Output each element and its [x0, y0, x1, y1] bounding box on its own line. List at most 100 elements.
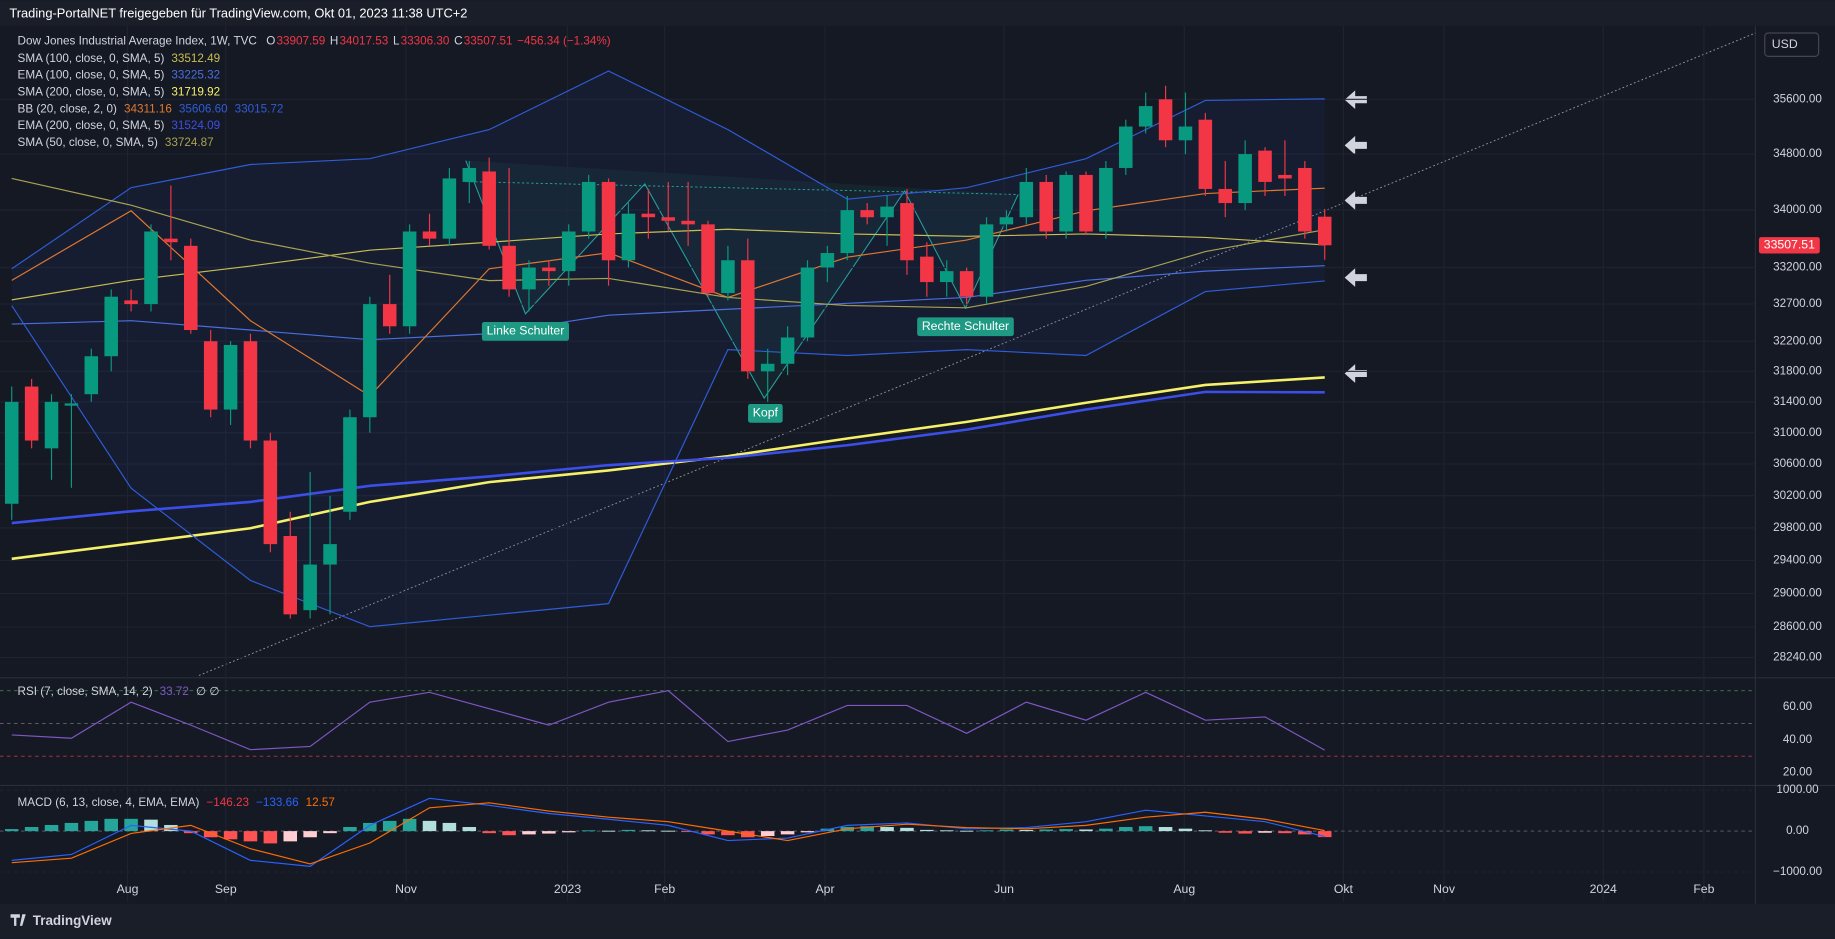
footer-bar	[0, 903, 1835, 939]
candle-body	[283, 535, 298, 615]
pattern-label-box	[748, 403, 783, 423]
candle-body	[124, 300, 138, 305]
candle-body	[1099, 167, 1113, 232]
legend-text: 33507.51	[464, 34, 513, 47]
candle-body	[1138, 106, 1153, 127]
macd-tick-label: −1000.00	[1773, 865, 1823, 878]
indicator-line	[11, 177, 1325, 309]
currency-box[interactable]	[1764, 32, 1820, 57]
y-tick-label: 28600.00	[1773, 620, 1822, 633]
macd-histogram-bar	[223, 831, 238, 840]
macd-histogram-bar	[44, 824, 59, 832]
y-tick-label: 31000.00	[1773, 426, 1822, 439]
candle-body	[1298, 167, 1312, 232]
brand[interactable]: TradingView	[33, 913, 112, 928]
candle-body	[363, 304, 377, 418]
y-tick-label: 35600.00	[1773, 92, 1822, 105]
bands	[11, 71, 1325, 627]
indicator-line	[11, 280, 1325, 628]
candle-body	[1039, 181, 1053, 232]
candle-body	[104, 296, 118, 357]
arrow	[1344, 268, 1367, 287]
macd-histogram-bar	[1119, 827, 1133, 832]
macd-tick-label: 1000.00	[1776, 783, 1819, 796]
legend-text: 12.57	[306, 796, 335, 809]
candle-body	[402, 231, 417, 327]
candle-body	[860, 210, 874, 218]
candle-body	[1178, 126, 1193, 141]
macd-histogram-bar	[959, 830, 974, 832]
x-tick-label: Aug	[1173, 882, 1195, 896]
macd-histogram-bar	[721, 831, 735, 836]
currency[interactable]: USD	[1772, 37, 1798, 51]
candle-body	[880, 206, 894, 218]
legend-text: 34311.16	[124, 102, 172, 115]
macd-histogram-bar	[263, 831, 278, 844]
macd-histogram-bar	[542, 831, 556, 834]
macd-histogram-bar	[104, 818, 118, 832]
legend-text: 33306.30	[401, 34, 450, 47]
legend-text: 33724.87	[165, 136, 214, 149]
x-tick-label: Sep	[215, 882, 237, 896]
macd-histogram-bar	[1238, 831, 1252, 834]
macd-histogram-bar	[999, 829, 1014, 832]
y-tick-label: 32200.00	[1773, 334, 1822, 347]
macd-histogram-bar	[363, 822, 377, 832]
candle-body	[1158, 99, 1173, 141]
brand-logo	[10, 914, 26, 926]
candle-body	[721, 260, 735, 294]
header-bar	[0, 0, 1835, 26]
macd-histogram-bar	[382, 820, 397, 832]
legend-text: 33.72	[160, 685, 189, 698]
macd-histogram-bar	[144, 819, 158, 832]
legend-text: EMA (200, close, 0, SMA, 5)	[18, 119, 165, 132]
candle-body	[4, 401, 19, 504]
legend-text: O	[266, 34, 275, 47]
macd-histogram-bar	[1298, 831, 1312, 835]
macd-histogram-bar	[243, 831, 258, 842]
candle-body	[920, 256, 934, 283]
candle-body	[741, 260, 755, 372]
macd-histogram-bar	[442, 822, 457, 832]
macd-histogram-bar	[323, 831, 337, 834]
bb-fill	[11, 71, 1325, 627]
arrow	[1344, 190, 1367, 210]
y-tick-label: 29400.00	[1773, 554, 1822, 567]
arrow	[1344, 135, 1367, 155]
macd-histogram-bar	[84, 820, 99, 832]
macd-histogram-bar	[462, 827, 477, 832]
candle-body	[64, 403, 79, 406]
y-tick-label: 31800.00	[1773, 364, 1822, 377]
rsi-tick-label: 40.00	[1783, 733, 1813, 746]
legend-text: 35606.60	[179, 102, 228, 115]
y-tick-label: 31400.00	[1773, 395, 1822, 408]
candle-body	[1119, 126, 1133, 168]
candle-body	[343, 417, 357, 512]
macd-histogram-bar	[1178, 828, 1193, 832]
x-tick-label: 2023	[554, 882, 581, 896]
candle-body	[382, 304, 397, 327]
macd-histogram-bar	[1158, 827, 1173, 832]
candle-body	[900, 203, 914, 261]
macd-histogram-bar	[601, 830, 616, 832]
candle-body	[1059, 174, 1073, 232]
macd-histogram-bar	[482, 831, 496, 834]
indicator-line	[11, 265, 1325, 341]
candle-body	[1198, 119, 1213, 189]
candle-body	[24, 386, 39, 441]
candle-body	[780, 337, 795, 364]
arrow	[1344, 364, 1367, 383]
legend-text: SMA (100, close, 0, SMA, 5)	[18, 52, 165, 65]
candle-body	[979, 224, 994, 297]
candle-body	[44, 401, 59, 449]
y-tick-label: 34000.00	[1773, 203, 1822, 216]
macd-histogram-bar	[581, 830, 596, 832]
indicator-line	[11, 376, 1325, 561]
candle-body	[1218, 188, 1233, 204]
legend-text: 33907.59	[276, 34, 325, 47]
x-tick-label: 2024	[1590, 882, 1617, 896]
candle-body	[84, 356, 99, 395]
